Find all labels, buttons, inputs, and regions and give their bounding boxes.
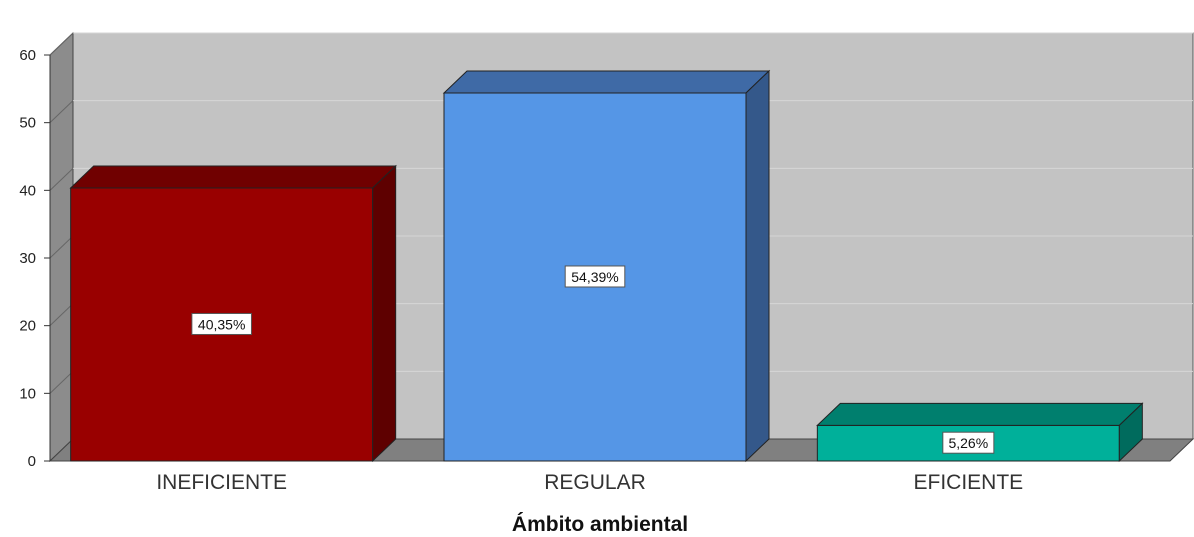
gridline-side — [49, 32, 74, 56]
gridline-side — [49, 235, 74, 259]
data-label: 40,35% — [198, 316, 245, 332]
bar-top — [442, 70, 771, 94]
y-tick-label: 20 — [19, 318, 36, 335]
bar-regular: 54,39% — [442, 69, 771, 463]
y-axis: 0 10 20 30 40 50 60 — [19, 47, 51, 470]
bar-side — [745, 69, 770, 463]
bar-top — [69, 165, 397, 189]
data-label: 54,39% — [571, 269, 618, 285]
x-axis-title: Ámbito ambiental — [512, 513, 688, 536]
y-tick-label: 40 — [19, 182, 36, 199]
bar-eficiente: 5,26% — [816, 402, 1144, 463]
y-tick-label: 10 — [19, 385, 36, 402]
y-tick-label: 60 — [19, 47, 36, 64]
y-tick-label: 50 — [19, 115, 36, 132]
gridline-side — [49, 303, 74, 327]
bar-side — [1118, 402, 1143, 463]
bar-side — [372, 164, 397, 463]
gridline-side — [49, 100, 74, 124]
data-label-box — [191, 312, 252, 335]
x-tick-label: REGULAR — [544, 471, 646, 494]
data-label-box — [942, 431, 995, 454]
gridline-side — [49, 370, 74, 394]
gridline-side — [49, 167, 74, 191]
bars: 40,35% 54,39% 5,26% — [69, 69, 1144, 463]
bar-top — [816, 402, 1144, 426]
y-tick-label: 0 — [28, 453, 36, 470]
y-tick-label: 30 — [19, 250, 36, 267]
data-label-box — [564, 265, 626, 288]
bar-ineficiente: 40,35% — [69, 164, 397, 463]
x-tick-label: EFICIENTE — [913, 471, 1023, 494]
x-tick-label: INEFICIENTE — [156, 471, 287, 494]
data-label: 5,26% — [948, 435, 988, 451]
x-axis: INEFICIENTE REGULAR EFICIENTE — [156, 471, 1023, 494]
